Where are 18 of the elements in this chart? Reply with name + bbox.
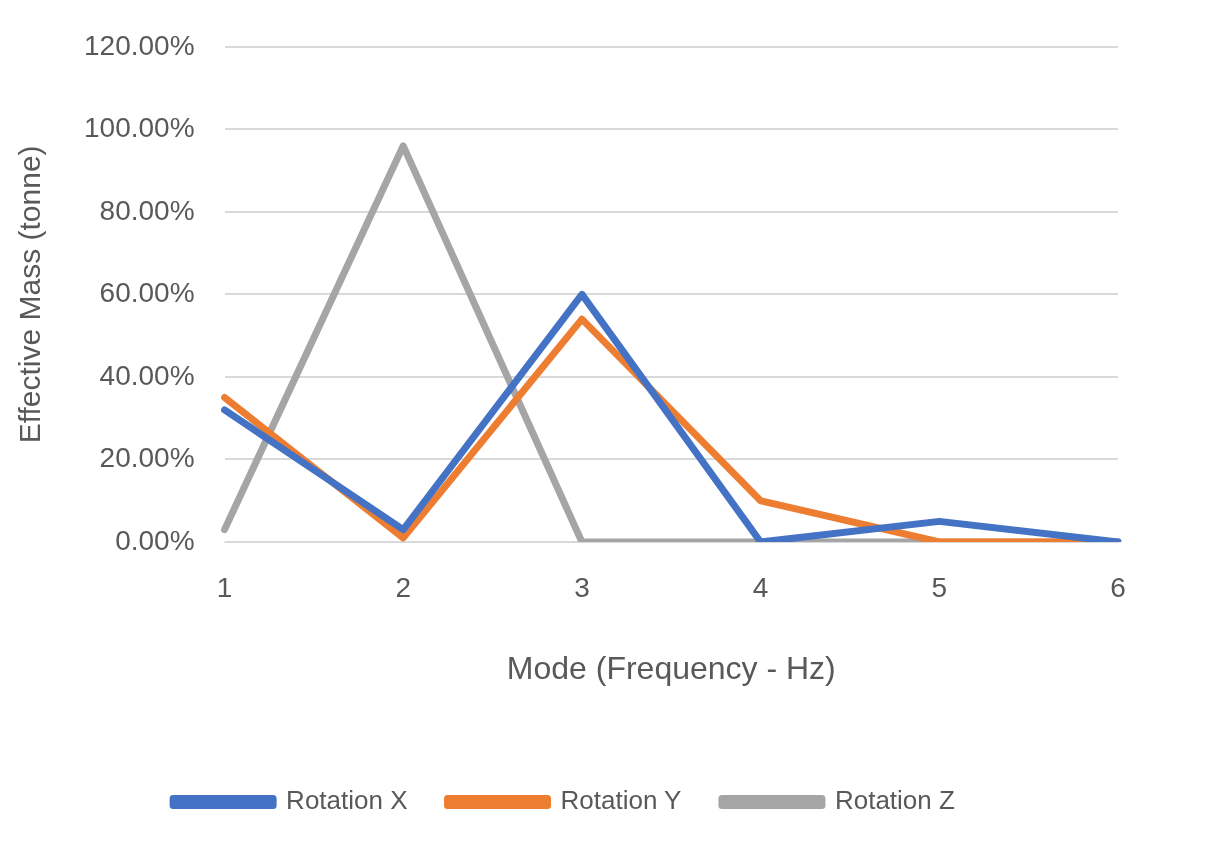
x-tick-label: 4 <box>752 571 769 603</box>
legend-label: Rotation Y <box>560 785 682 816</box>
y-tick-label: 80.00% <box>99 194 195 226</box>
x-tick-label: 2 <box>395 571 412 603</box>
legend-label: Rotation Z <box>834 785 955 816</box>
y-tick-label: 100.00% <box>83 112 195 144</box>
y-axis-title: Effective Mass (tonne) <box>13 145 47 444</box>
y-tick-label: 20.00% <box>99 442 195 474</box>
y-tick-label: 60.00% <box>99 277 195 309</box>
x-tick-label: 1 <box>216 571 233 603</box>
y-tick-label: 0.00% <box>115 524 195 556</box>
y-tick-label: 40.00% <box>99 359 195 391</box>
x-tick-label: 3 <box>574 571 590 603</box>
x-axis-title: Mode (Frequency - Hz) <box>506 649 836 686</box>
legend-label: Rotation X <box>286 785 408 816</box>
x-tick-label: 6 <box>1110 571 1126 603</box>
x-tick-label: 5 <box>931 571 948 603</box>
y-tick-label: 120.00% <box>83 29 195 61</box>
